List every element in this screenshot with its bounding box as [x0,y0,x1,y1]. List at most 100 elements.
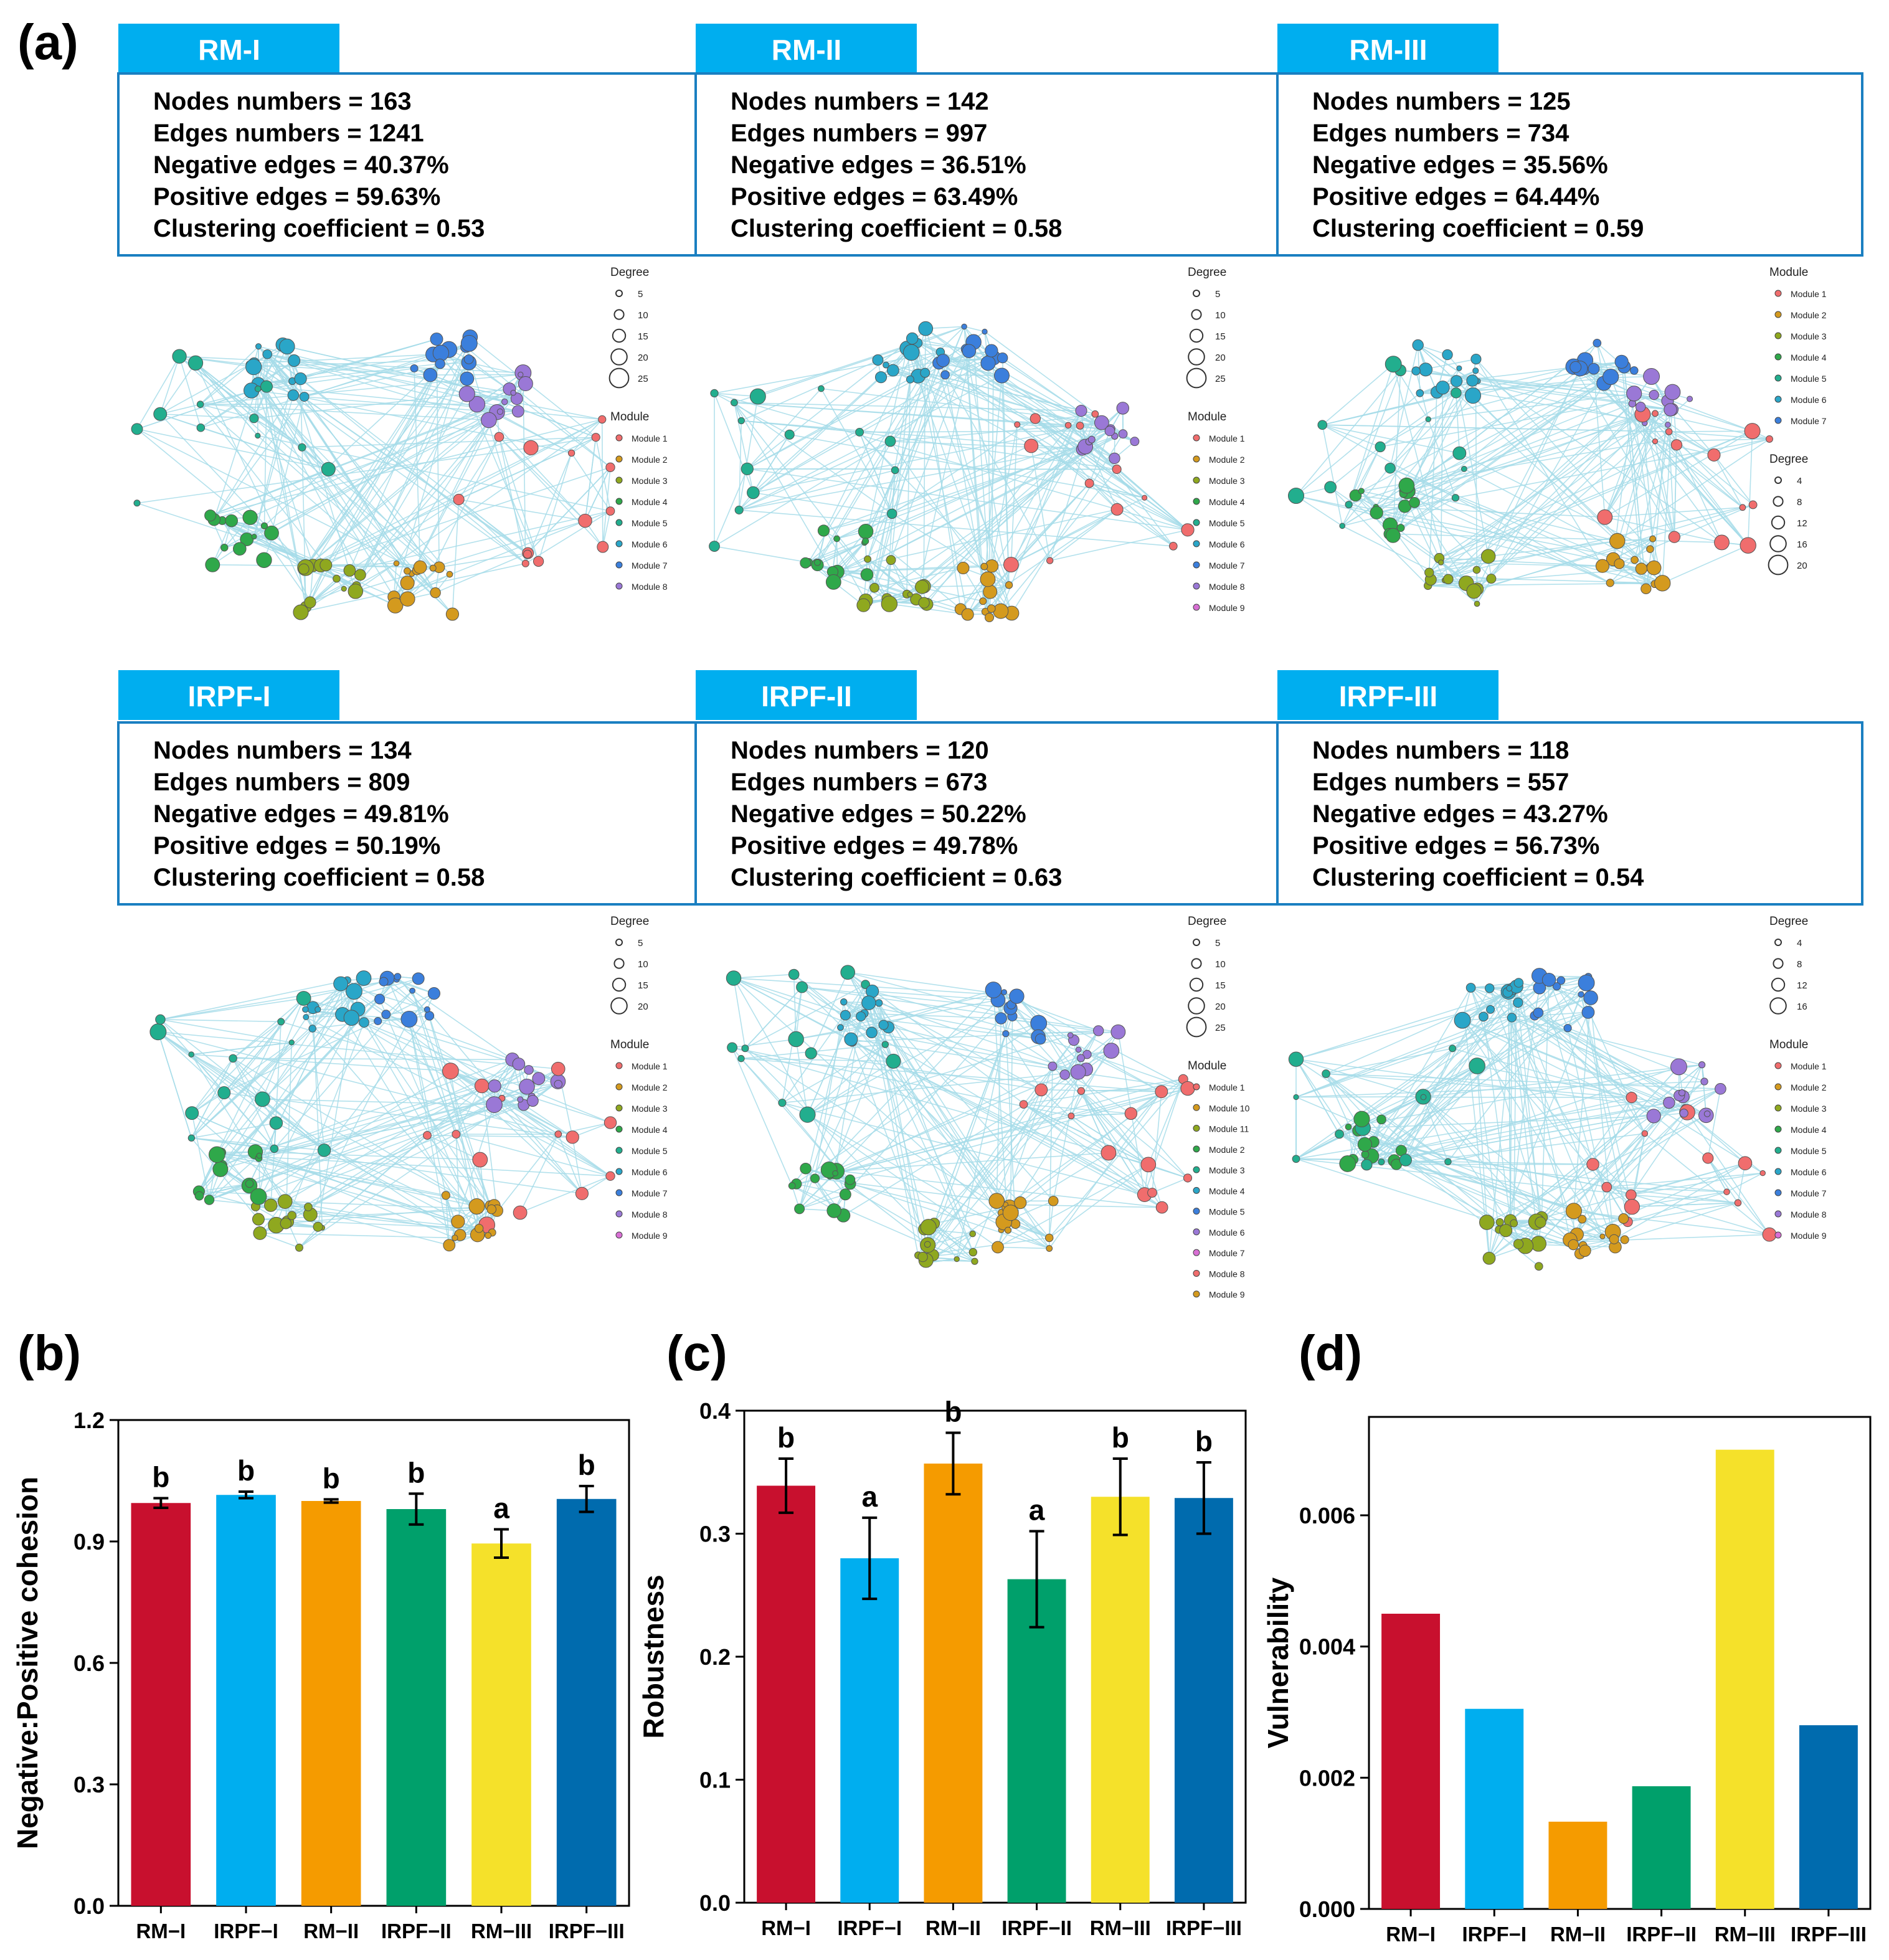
network-edge [456,1134,611,1177]
network-edge [926,1069,1087,1263]
legend-heading: Module [1769,266,1808,279]
network-node [513,1205,528,1220]
network-node [196,423,206,432]
network-node [512,1058,526,1071]
network-edge [267,353,498,413]
network-edge [602,467,611,547]
legend-item: Module 11 [1209,1124,1249,1134]
network-node [591,433,600,442]
network-edge [1512,1017,1763,1174]
network-node [496,408,504,415]
network-node [1019,1100,1028,1109]
network-edge [1071,1115,1149,1165]
legend-item: Module 1 [1791,1061,1827,1071]
network-edge [1089,483,1145,498]
network-node [995,1012,1007,1025]
stat-line: Nodes numbers = 134 [153,737,412,764]
stat-line: Negative edges = 40.37% [153,151,449,179]
network-edge [1390,368,1581,526]
legend-module-dot [615,582,623,590]
network-node [1618,1213,1629,1224]
network-edge [990,483,1090,592]
network-node [1578,974,1595,992]
network-node [187,355,204,371]
network-edge [160,1019,282,1023]
network-edge [1325,992,1508,1074]
network-edge [1041,1089,1109,1153]
network-edge [1604,441,1656,518]
network-edge [734,402,754,493]
network-node [400,1011,418,1028]
network-node [886,364,899,377]
network-edge [1000,468,1117,612]
network-edge [864,1013,1001,1019]
network-edge [1573,366,1675,537]
network-node [920,367,930,378]
network-edge [1464,1021,1607,1188]
network-edge [752,357,994,493]
network-edge [1556,985,1581,995]
stat-line: Nodes numbers = 118 [1312,737,1569,764]
network-node [423,367,438,382]
network-edge [807,1034,1071,1115]
network-node [1646,560,1662,575]
network-edge [1556,986,1589,1013]
network-edge [179,356,436,594]
network-edge [136,428,329,470]
y-tick-label: 0.9 [73,1529,105,1555]
network-edge [739,509,1173,547]
network-node [518,371,524,378]
network-node [1046,1245,1053,1252]
network-edge [845,1015,1010,1208]
network-edge [198,979,397,1192]
network-edge [1631,1112,1688,1195]
network-node [298,443,306,452]
panel-label-a: (a) [17,14,78,70]
network-edge [945,374,1002,376]
network-node [954,1256,960,1262]
legend-module-dot [615,1231,623,1239]
network-edge [458,499,585,521]
network-node [1110,1024,1126,1039]
network-edge [1536,1066,1680,1223]
network-edge [889,357,994,442]
network-edge [571,437,597,454]
network-edge [810,972,848,1054]
network-edge [1583,1238,1614,1246]
network-edge [865,372,926,601]
network-edge [1003,992,1039,1038]
x-tick-label: RM−III [1090,1916,1151,1939]
network-edge [249,364,314,566]
network-node [468,395,486,413]
network-node [393,560,400,567]
network-edge [870,996,1042,1091]
network-node [810,1173,820,1183]
stat-line: Positive edges = 64.44% [1312,183,1599,211]
network-edge [159,1019,275,1149]
network-edge [224,1092,573,1138]
network-edge [1023,1104,1131,1114]
network-node [906,332,919,345]
legend-item: 5 [1215,289,1220,300]
legend-item: Module 3 [1209,1165,1245,1175]
network-node [293,604,309,620]
stat-line: Positive edges = 56.73% [1312,832,1599,859]
network-edge [1295,1065,1477,1160]
network-edge [1470,987,1484,1017]
network-node [1180,1081,1195,1096]
network-node [961,608,974,621]
network-node [778,1099,787,1107]
network-node [486,1096,503,1114]
network-edge [1512,1017,1682,1094]
legend-module-dot [1193,540,1200,547]
legend-item: 15 [638,331,648,342]
network-edge [312,1007,323,1228]
network-edge [1470,987,1518,1003]
network-node [187,1134,196,1142]
network-node [451,1214,465,1229]
legend-item: Module 1 [1791,289,1827,299]
network-edge [836,414,1096,539]
network-edge [584,437,597,521]
network-nodes [131,329,615,621]
